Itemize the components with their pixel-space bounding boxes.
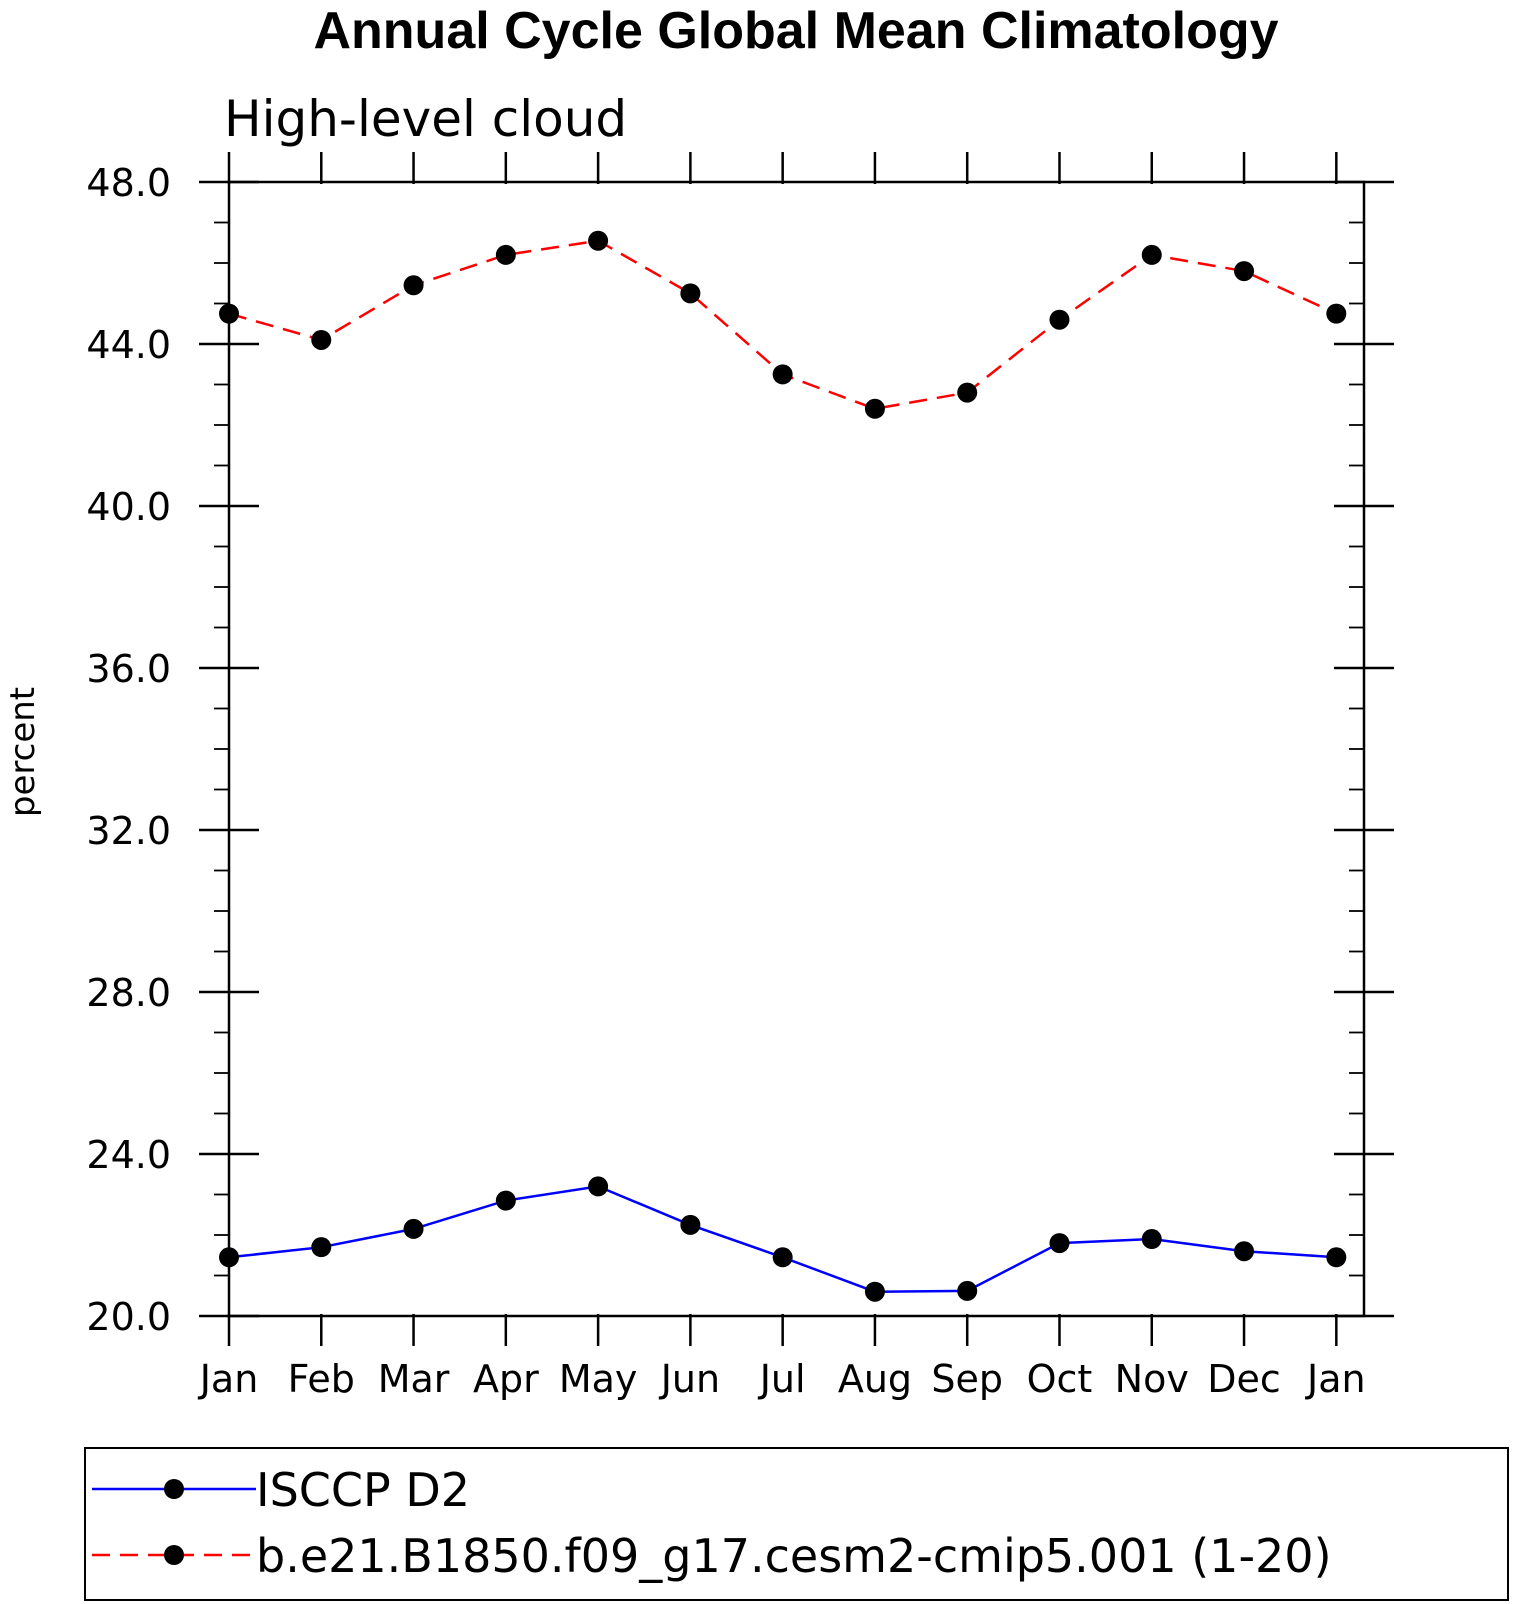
axes: 20.0 24.0 28.0 32.0 36.0 40.0 44.0 48.0 Jan Feb Ma…	[86, 152, 1394, 1401]
y-tick-label: 48.0	[86, 161, 171, 205]
x-tick-label: Apr	[473, 1357, 539, 1401]
legend-box	[84, 1447, 1509, 1601]
x-tick-label: Nov	[1115, 1357, 1189, 1401]
data-point-s1-7	[864, 398, 885, 419]
data-point-s0-12	[1326, 1247, 1347, 1268]
data-point-s1-8	[957, 382, 978, 403]
y-tick-label: 32.0	[86, 809, 171, 853]
x-tick-label: Jul	[758, 1357, 806, 1401]
data-point-s1-11	[1234, 261, 1255, 282]
x-tick-label: Aug	[838, 1357, 912, 1401]
legend-label-isccp: ISCCP D2	[256, 1463, 470, 1517]
plot-frame	[227, 180, 1366, 1318]
y-tick-label: 40.0	[86, 485, 171, 529]
data-point-s1-10	[1141, 244, 1162, 265]
data-point-s0-1	[311, 1237, 332, 1258]
data-point-s1-6	[772, 364, 793, 385]
y-axis-label: percent	[3, 687, 43, 817]
y-tick-label: 24.0	[86, 1133, 171, 1177]
y-tick-label: 44.0	[86, 323, 171, 367]
legend-marker-cesm2	[164, 1545, 184, 1565]
chart-title: Annual Cycle Global Mean Climatology	[313, 2, 1278, 60]
x-tick-label: Jan	[198, 1357, 259, 1401]
series-line-0	[228, 1185, 1337, 1293]
data-point-s0-7	[864, 1281, 885, 1302]
data-point-s0-10	[1141, 1229, 1162, 1250]
series-group	[219, 230, 1347, 1302]
y-tick-label: 36.0	[86, 647, 171, 691]
data-point-s0-3	[495, 1190, 516, 1211]
chart-subtitle: High-level cloud	[224, 90, 627, 148]
data-point-s1-9	[1049, 309, 1070, 330]
data-point-s0-8	[957, 1280, 978, 1301]
y-tick-label: 20.0	[86, 1295, 171, 1339]
legend-marker-isccp	[164, 1479, 184, 1499]
data-point-s1-12	[1326, 303, 1347, 324]
data-point-s0-4	[588, 1176, 609, 1197]
x-tick-label: Sep	[931, 1357, 1003, 1401]
data-point-s0-11	[1234, 1241, 1255, 1262]
data-point-s0-9	[1049, 1233, 1070, 1254]
data-point-s0-6	[772, 1247, 793, 1268]
data-point-s1-0	[219, 303, 239, 324]
data-point-s1-2	[403, 275, 424, 296]
y-tick-label: 28.0	[86, 971, 171, 1015]
x-tick-label: Jan	[1305, 1357, 1366, 1401]
legend: ISCCP D2 b.e21.B1850.f09_g17.cesm2-cmip5…	[84, 1447, 1509, 1601]
legend-label-cesm2: b.e21.B1850.f09_g17.cesm2-cmip5.001 (1-2…	[256, 1529, 1332, 1583]
data-point-s1-4	[588, 230, 609, 251]
x-tick-label: Jun	[659, 1357, 720, 1401]
data-point-s1-3	[495, 244, 516, 265]
data-point-s0-5	[680, 1214, 701, 1235]
x-tick-label: Mar	[378, 1357, 450, 1401]
x-tick-label: Feb	[288, 1357, 355, 1401]
x-tick-label: Dec	[1207, 1357, 1281, 1401]
data-point-s1-5	[680, 283, 701, 304]
x-tick-label: May	[559, 1357, 638, 1401]
data-point-s1-1	[311, 329, 332, 350]
data-point-s0-0	[219, 1247, 239, 1268]
data-point-s0-2	[403, 1218, 424, 1239]
x-tick-label: Oct	[1027, 1357, 1093, 1401]
